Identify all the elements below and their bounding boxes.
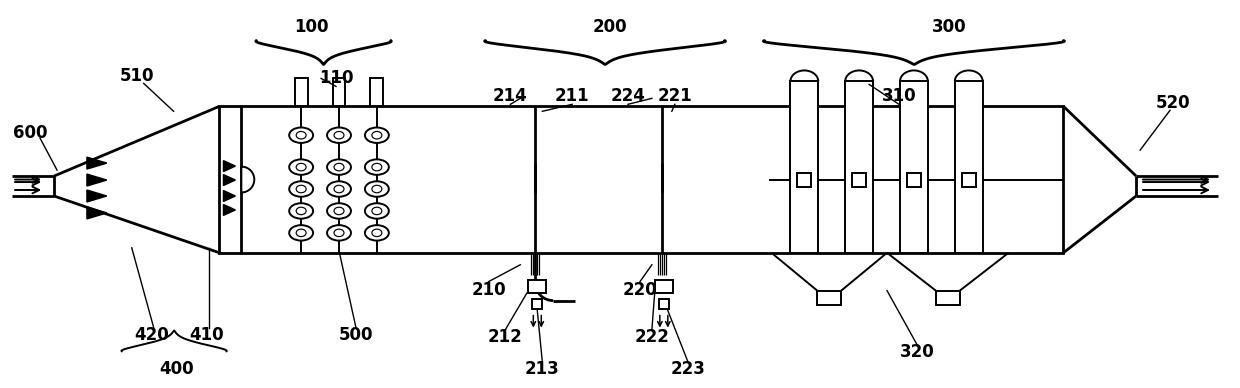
Ellipse shape [327,128,351,143]
Text: 224: 224 [610,87,645,106]
Ellipse shape [327,181,351,197]
Bar [900,81,928,253]
Text: 300: 300 [931,17,966,36]
Ellipse shape [334,163,343,171]
Ellipse shape [296,207,306,215]
Ellipse shape [334,132,343,139]
Ellipse shape [334,207,343,215]
Bar [955,81,982,253]
Ellipse shape [365,225,389,241]
Polygon shape [87,190,107,202]
Bar [852,173,866,187]
Polygon shape [223,161,236,171]
Bar [797,173,811,187]
Ellipse shape [296,229,306,237]
Polygon shape [223,191,236,201]
Ellipse shape [365,203,389,219]
Bar [532,299,542,308]
Text: 500: 500 [339,326,373,345]
Ellipse shape [334,229,343,237]
Polygon shape [223,204,236,215]
Text: 210: 210 [471,281,506,299]
Text: 223: 223 [671,360,706,378]
Wedge shape [242,166,254,192]
Ellipse shape [372,229,382,237]
Bar [528,280,547,293]
Text: 510: 510 [119,68,154,85]
Text: 100: 100 [294,17,329,36]
Bar [817,291,841,305]
Text: 110: 110 [319,69,353,87]
Bar [371,78,383,106]
Text: 410: 410 [190,326,223,345]
Bar [906,173,921,187]
Ellipse shape [289,159,314,175]
Ellipse shape [289,203,314,219]
Bar [658,299,668,308]
Bar [219,106,1064,253]
Text: 221: 221 [657,87,692,106]
Text: 222: 222 [635,329,670,346]
Bar [962,173,976,187]
Ellipse shape [289,128,314,143]
Ellipse shape [334,185,343,193]
Ellipse shape [289,181,314,197]
Bar [655,280,673,293]
Ellipse shape [365,181,389,197]
Bar [936,291,960,305]
Text: 214: 214 [494,87,528,106]
Text: 220: 220 [622,281,657,299]
Text: 520: 520 [1156,94,1190,112]
Text: 212: 212 [489,329,523,346]
Text: 320: 320 [899,343,934,362]
Bar [332,78,346,106]
Ellipse shape [372,132,382,139]
Ellipse shape [296,163,306,171]
Ellipse shape [372,185,382,193]
Text: 600: 600 [12,124,47,142]
Polygon shape [87,207,107,219]
Bar [295,78,308,106]
Polygon shape [87,157,107,169]
Ellipse shape [296,132,306,139]
Text: 213: 213 [525,360,559,378]
Text: 400: 400 [159,360,193,378]
Text: 200: 200 [593,17,627,36]
Ellipse shape [372,163,382,171]
Ellipse shape [365,159,389,175]
Ellipse shape [327,225,351,241]
Bar [846,81,873,253]
Text: 211: 211 [554,87,589,106]
Text: 420: 420 [134,326,169,345]
Ellipse shape [296,185,306,193]
Ellipse shape [327,203,351,219]
Bar [790,81,818,253]
Ellipse shape [289,225,314,241]
Polygon shape [223,175,236,185]
Ellipse shape [365,128,389,143]
Ellipse shape [327,159,351,175]
Ellipse shape [372,207,382,215]
Text: 310: 310 [882,87,916,106]
Polygon shape [87,174,107,186]
